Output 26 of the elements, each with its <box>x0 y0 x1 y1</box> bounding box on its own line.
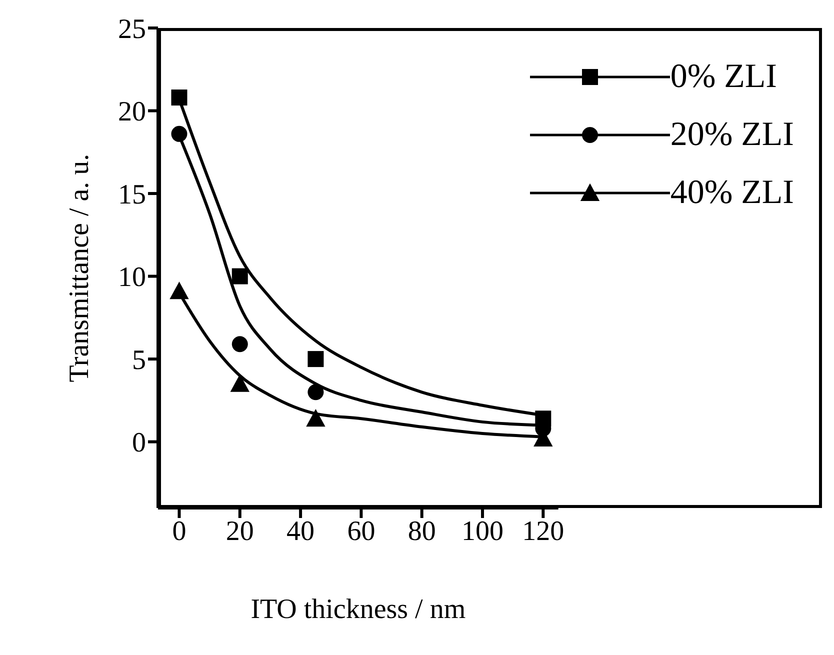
point <box>306 409 326 427</box>
x-tick-label: 20 <box>226 516 254 547</box>
point <box>171 90 188 106</box>
point <box>232 268 248 284</box>
x-tick-label: 60 <box>347 516 376 547</box>
y-tick-label: 20 <box>118 96 146 128</box>
point <box>170 282 189 300</box>
y-axis-title: Transmittance / a. u. <box>64 154 95 382</box>
x-tick-label: 100 <box>461 516 504 547</box>
legend-label: 40% ZLI <box>670 174 794 212</box>
point <box>308 351 324 368</box>
y-tick-label: 15 <box>118 179 146 210</box>
x-tick-label: 0 <box>172 516 186 547</box>
x-tick-label: 120 <box>522 516 564 547</box>
point <box>232 336 248 352</box>
x-tick-label: 40 <box>286 516 315 547</box>
y-tick-label: 0 <box>132 428 146 459</box>
legend-label: 20% ZLI <box>670 116 794 154</box>
point <box>171 126 188 142</box>
y-tick-label: 10 <box>118 262 146 294</box>
y-tick-label: 25 <box>118 14 146 45</box>
y-tick-label: 5 <box>132 344 146 376</box>
x-tick-label: 80 <box>408 516 436 547</box>
point <box>308 384 324 400</box>
legend-label: 0% ZLI <box>670 58 777 96</box>
x-axis-title: ITO thickness / nm <box>250 594 466 625</box>
